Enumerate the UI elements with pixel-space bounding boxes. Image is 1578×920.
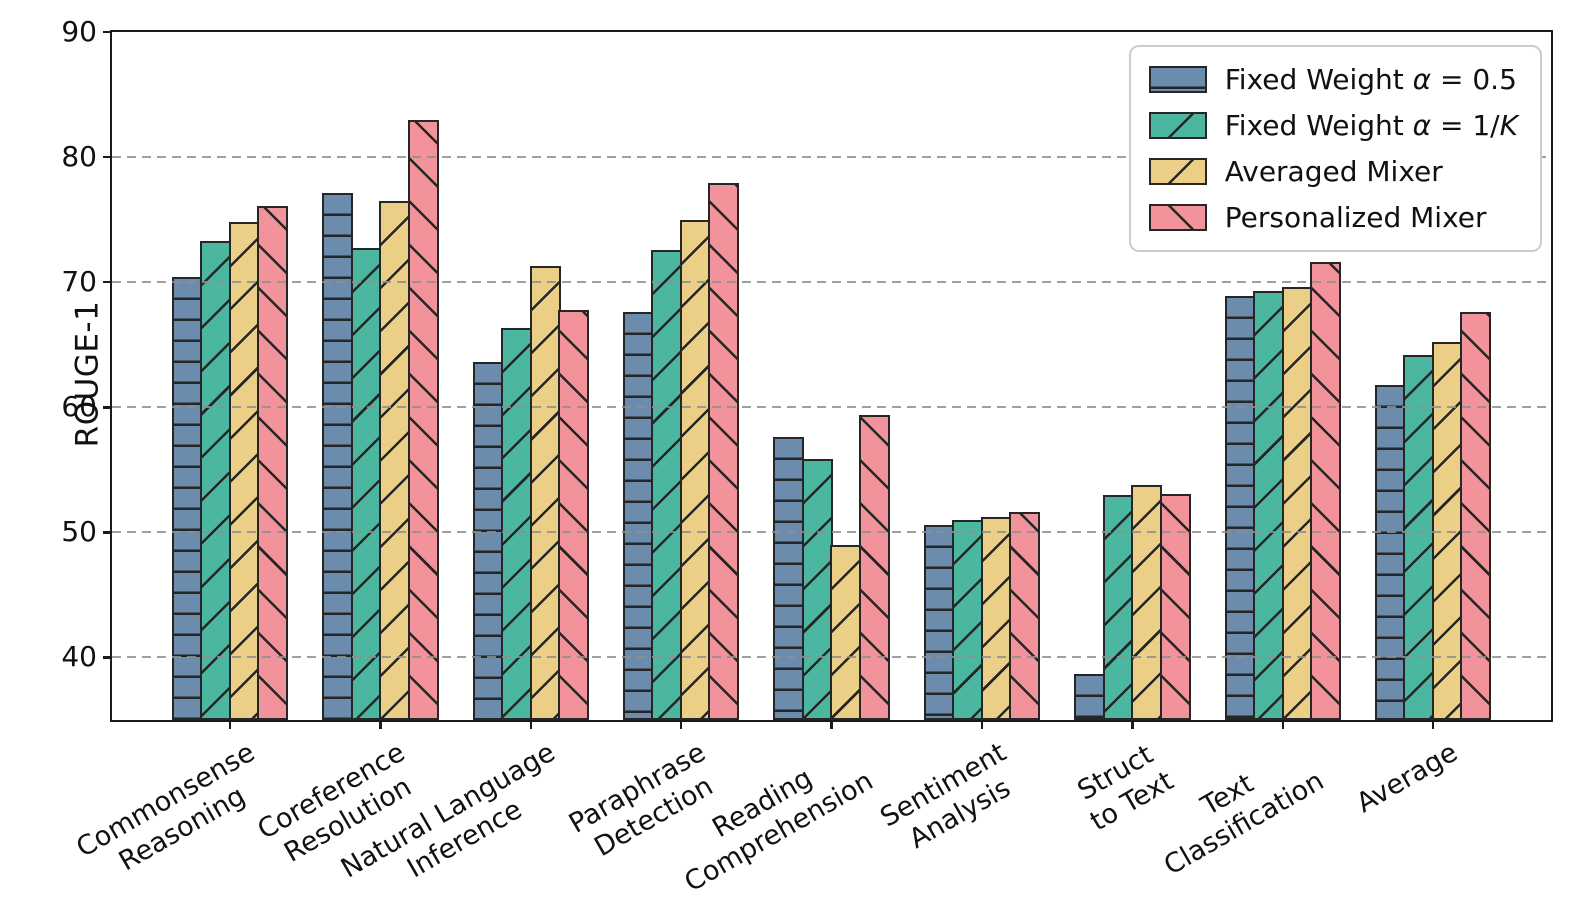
bar (952, 519, 984, 720)
bar (1374, 384, 1406, 720)
bar (350, 248, 382, 720)
bar-group (619, 32, 743, 720)
y-tick-mark (103, 30, 112, 34)
bar (858, 414, 890, 720)
bar (1431, 342, 1463, 720)
legend-label: Fixed Weight α = 0.5 (1224, 63, 1517, 96)
bar (1281, 287, 1313, 720)
y-tick-label: 70 (61, 265, 97, 299)
y-tick-label: 80 (61, 140, 97, 174)
x-tick-mark (379, 720, 382, 729)
x-tick-mark (228, 720, 232, 729)
bar (622, 312, 654, 720)
x-tick-mark (679, 720, 683, 729)
bar (1131, 484, 1163, 720)
legend-swatch (1148, 204, 1207, 231)
bar (322, 193, 354, 720)
bar (980, 517, 1012, 720)
legend-label: Personalized Mixer (1224, 201, 1487, 234)
y-tick-label: 60 (61, 390, 97, 424)
bar (679, 219, 711, 720)
y-tick-mark (103, 155, 112, 159)
legend: Fixed Weight α = 0.5 Fixed Weight α = 1/K… (1128, 45, 1542, 252)
x-tick-mark (980, 720, 984, 729)
legend-swatch (1148, 158, 1207, 185)
x-tick-label: Text Classification (1159, 765, 1330, 882)
plot-area: 40 50 60 70 80 90 Commonsense Reasoning Corefer… (61, 16, 1553, 898)
bar (708, 183, 740, 720)
bar (1074, 673, 1106, 720)
x-tick-mark (529, 720, 533, 729)
bar (773, 437, 805, 720)
bar (529, 265, 561, 720)
legend-swatch (1148, 66, 1207, 93)
legend-item: Fixed Weight α = 0.5 (1148, 61, 1518, 98)
bar (379, 200, 411, 720)
bar (558, 309, 590, 720)
bar (257, 205, 289, 720)
bar (1102, 494, 1134, 720)
bar (830, 544, 862, 720)
bar-group (1221, 32, 1345, 720)
bar (200, 240, 232, 720)
bar (1159, 493, 1191, 720)
bar (228, 222, 260, 720)
bar (1460, 312, 1492, 720)
y-axis-label: ROUGE-1 (69, 300, 106, 448)
y-tick-label: 50 (61, 515, 97, 549)
bar (171, 277, 203, 720)
x-tick-mark (1281, 720, 1285, 729)
bar-group (770, 32, 894, 720)
x-tick-label: Average (1351, 736, 1464, 820)
bar-group (920, 32, 1044, 720)
bar (923, 524, 955, 720)
bar (801, 458, 833, 720)
x-tick-label: Commonsense Reasoning (71, 736, 260, 878)
bar (501, 328, 533, 720)
bar (1253, 290, 1285, 720)
x-tick-mark (1131, 720, 1134, 729)
y-tick-mark (103, 656, 112, 659)
x-tick-mark (1431, 720, 1435, 729)
bar (1310, 262, 1342, 720)
legend-label: Fixed Weight α = 1/K (1224, 109, 1518, 142)
legend-item: Personalized Mixer (1148, 199, 1518, 236)
legend-item: Fixed Weight α = 1/K (1148, 107, 1518, 144)
y-tick-mark (103, 531, 112, 534)
bar (651, 249, 683, 720)
legend-swatch (1148, 112, 1207, 139)
legend-label: Averaged Mixer (1224, 155, 1443, 188)
bar (1009, 512, 1041, 720)
bar (1403, 354, 1435, 720)
bar (1224, 295, 1256, 720)
bar (472, 362, 504, 720)
y-tick-label: 90 (61, 15, 97, 48)
x-tick-label: Sentiment Analysis (875, 736, 1017, 855)
y-tick-label: 40 (61, 640, 97, 674)
bar-group (469, 32, 593, 720)
bar-group (318, 32, 442, 720)
bar-group (168, 32, 292, 720)
y-tick-mark (103, 280, 112, 284)
x-tick-mark (830, 720, 833, 729)
legend-item: Averaged Mixer (1148, 153, 1518, 190)
y-tick-mark (103, 406, 112, 409)
bar (407, 119, 439, 720)
